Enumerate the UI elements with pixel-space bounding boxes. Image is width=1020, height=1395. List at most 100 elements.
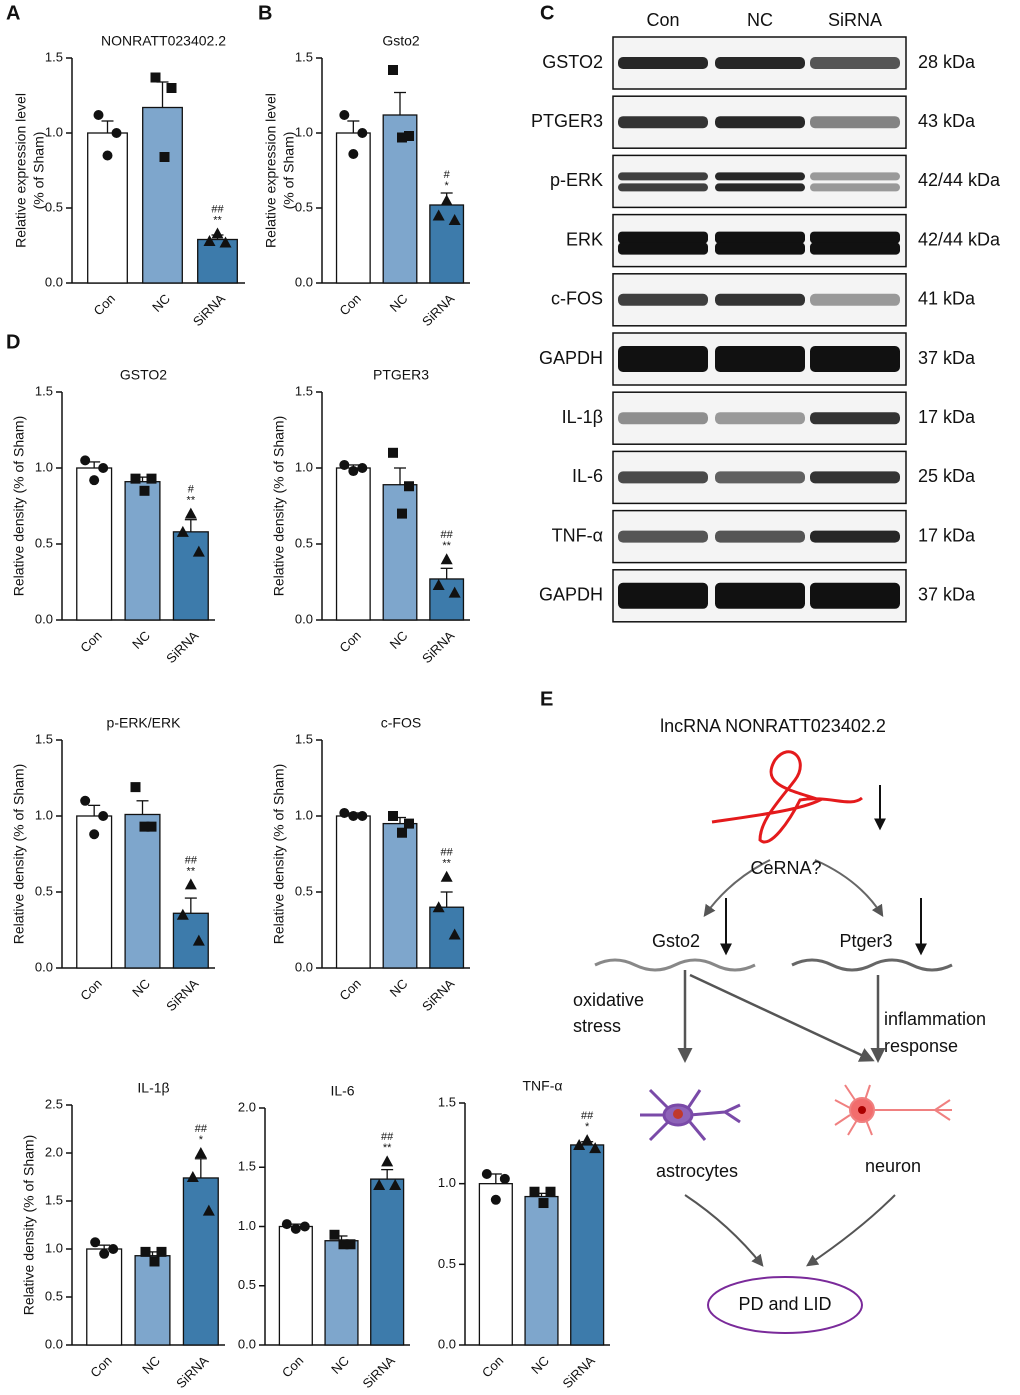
data-point bbox=[481, 1168, 492, 1179]
outcome-ellipse bbox=[707, 1276, 863, 1334]
y-tick-label: 0.0 bbox=[35, 959, 53, 974]
data-point bbox=[357, 811, 368, 821]
y-tick-label: 1.0 bbox=[45, 124, 63, 139]
band bbox=[810, 172, 900, 181]
band bbox=[618, 172, 708, 181]
data-point bbox=[388, 65, 398, 75]
blot-size: 43 kDa bbox=[918, 111, 976, 131]
lncrna-strand bbox=[711, 750, 863, 844]
blot-label: IL-6 bbox=[572, 466, 603, 486]
chart-title: Gsto2 bbox=[382, 33, 420, 49]
x-tick-label: Con bbox=[336, 291, 363, 318]
x-tick-label: SiRNA bbox=[163, 976, 201, 1014]
chart-title: PTGER3 bbox=[373, 367, 429, 383]
x-tick-label: Con bbox=[479, 1353, 506, 1380]
significance-label: ## bbox=[185, 854, 198, 866]
y-tick-label: 0.0 bbox=[35, 611, 53, 626]
significance-label: ** bbox=[187, 495, 196, 507]
lncrna-label: lncRNA NONRATT023402.2 bbox=[660, 716, 886, 736]
y-tick-label: 0.0 bbox=[295, 611, 313, 626]
blot-size: 41 kDa bbox=[918, 289, 976, 309]
band bbox=[618, 293, 708, 306]
data-point bbox=[348, 149, 359, 159]
data-point bbox=[146, 473, 157, 484]
blot-label: p-ERK bbox=[550, 170, 603, 190]
y-tick-label: 0.0 bbox=[238, 1336, 256, 1351]
y-tick-label: 1.0 bbox=[295, 807, 313, 822]
data-point bbox=[440, 553, 453, 565]
significance-label: ## bbox=[381, 1131, 394, 1143]
y-axis-label: Relative density (% of Sham) bbox=[271, 416, 287, 597]
data-point bbox=[93, 110, 104, 120]
data-point bbox=[203, 235, 216, 246]
y-tick-label: 0.5 bbox=[35, 883, 53, 898]
band bbox=[810, 183, 900, 192]
panel-label: C bbox=[540, 2, 554, 24]
blot-label: GAPDH bbox=[539, 348, 603, 368]
panel-label: D bbox=[6, 331, 20, 353]
data-point bbox=[529, 1186, 540, 1197]
data-point bbox=[339, 110, 350, 120]
band bbox=[715, 183, 805, 192]
data-point bbox=[130, 782, 141, 793]
mrna-strand bbox=[791, 958, 953, 972]
x-tick-label: NC bbox=[328, 1353, 352, 1377]
bar bbox=[124, 813, 161, 969]
y-axis-label: (% of Sham) bbox=[281, 132, 297, 210]
significance-label: ** bbox=[213, 214, 222, 226]
band bbox=[715, 582, 805, 609]
band bbox=[810, 242, 900, 255]
data-point bbox=[345, 1239, 356, 1250]
data-point bbox=[348, 466, 359, 477]
band bbox=[715, 293, 805, 306]
data-point bbox=[111, 128, 122, 138]
bar bbox=[478, 1183, 513, 1346]
chart-title: c-FOS bbox=[381, 715, 421, 731]
y-tick-label: 0.0 bbox=[45, 274, 63, 289]
effect-label: oxidative bbox=[573, 990, 644, 1010]
band bbox=[810, 293, 900, 306]
y-tick-label: 1.5 bbox=[35, 731, 53, 746]
data-point bbox=[219, 236, 232, 248]
bar bbox=[524, 1195, 559, 1346]
data-point bbox=[545, 1186, 556, 1197]
y-tick-label: 1.0 bbox=[35, 807, 53, 822]
data-point bbox=[150, 72, 161, 83]
data-point bbox=[184, 878, 197, 890]
data-point bbox=[290, 1223, 301, 1234]
data-point bbox=[98, 463, 109, 473]
chart-title: NONRATT023402.2 bbox=[101, 33, 226, 49]
bar bbox=[370, 1178, 405, 1346]
y-tick-label: 0.0 bbox=[45, 1336, 63, 1351]
band bbox=[618, 183, 708, 192]
y-tick-label: 0.5 bbox=[438, 1256, 456, 1271]
data-point bbox=[130, 473, 141, 484]
x-tick-label: NC bbox=[139, 1353, 163, 1377]
data-point bbox=[448, 586, 461, 598]
chart-title: GSTO2 bbox=[120, 367, 167, 383]
x-tick-label: NC bbox=[387, 628, 411, 652]
data-point bbox=[176, 908, 189, 920]
data-point bbox=[139, 485, 150, 496]
data-point bbox=[432, 901, 445, 913]
data-point bbox=[299, 1221, 310, 1232]
effect-label: inflammation bbox=[884, 1009, 986, 1029]
x-tick-label: SiRNA bbox=[419, 291, 457, 329]
data-point bbox=[404, 481, 414, 492]
band bbox=[618, 530, 708, 543]
y-tick-label: 1.0 bbox=[295, 459, 313, 474]
lane-label: SiRNA bbox=[828, 10, 882, 30]
significance-label: ** bbox=[442, 540, 451, 552]
y-tick-label: 0.5 bbox=[45, 199, 63, 214]
x-tick-label: Con bbox=[87, 1353, 114, 1380]
data-point bbox=[146, 821, 157, 832]
data-point bbox=[448, 214, 461, 225]
data-point bbox=[108, 1244, 119, 1254]
band bbox=[715, 116, 805, 129]
significance-label: # bbox=[444, 169, 451, 181]
significance-label: ** bbox=[442, 858, 451, 870]
y-tick-label: 0.0 bbox=[438, 1336, 456, 1351]
neuron-icon bbox=[834, 1084, 952, 1136]
data-point bbox=[90, 1237, 101, 1248]
data-point bbox=[339, 459, 350, 470]
